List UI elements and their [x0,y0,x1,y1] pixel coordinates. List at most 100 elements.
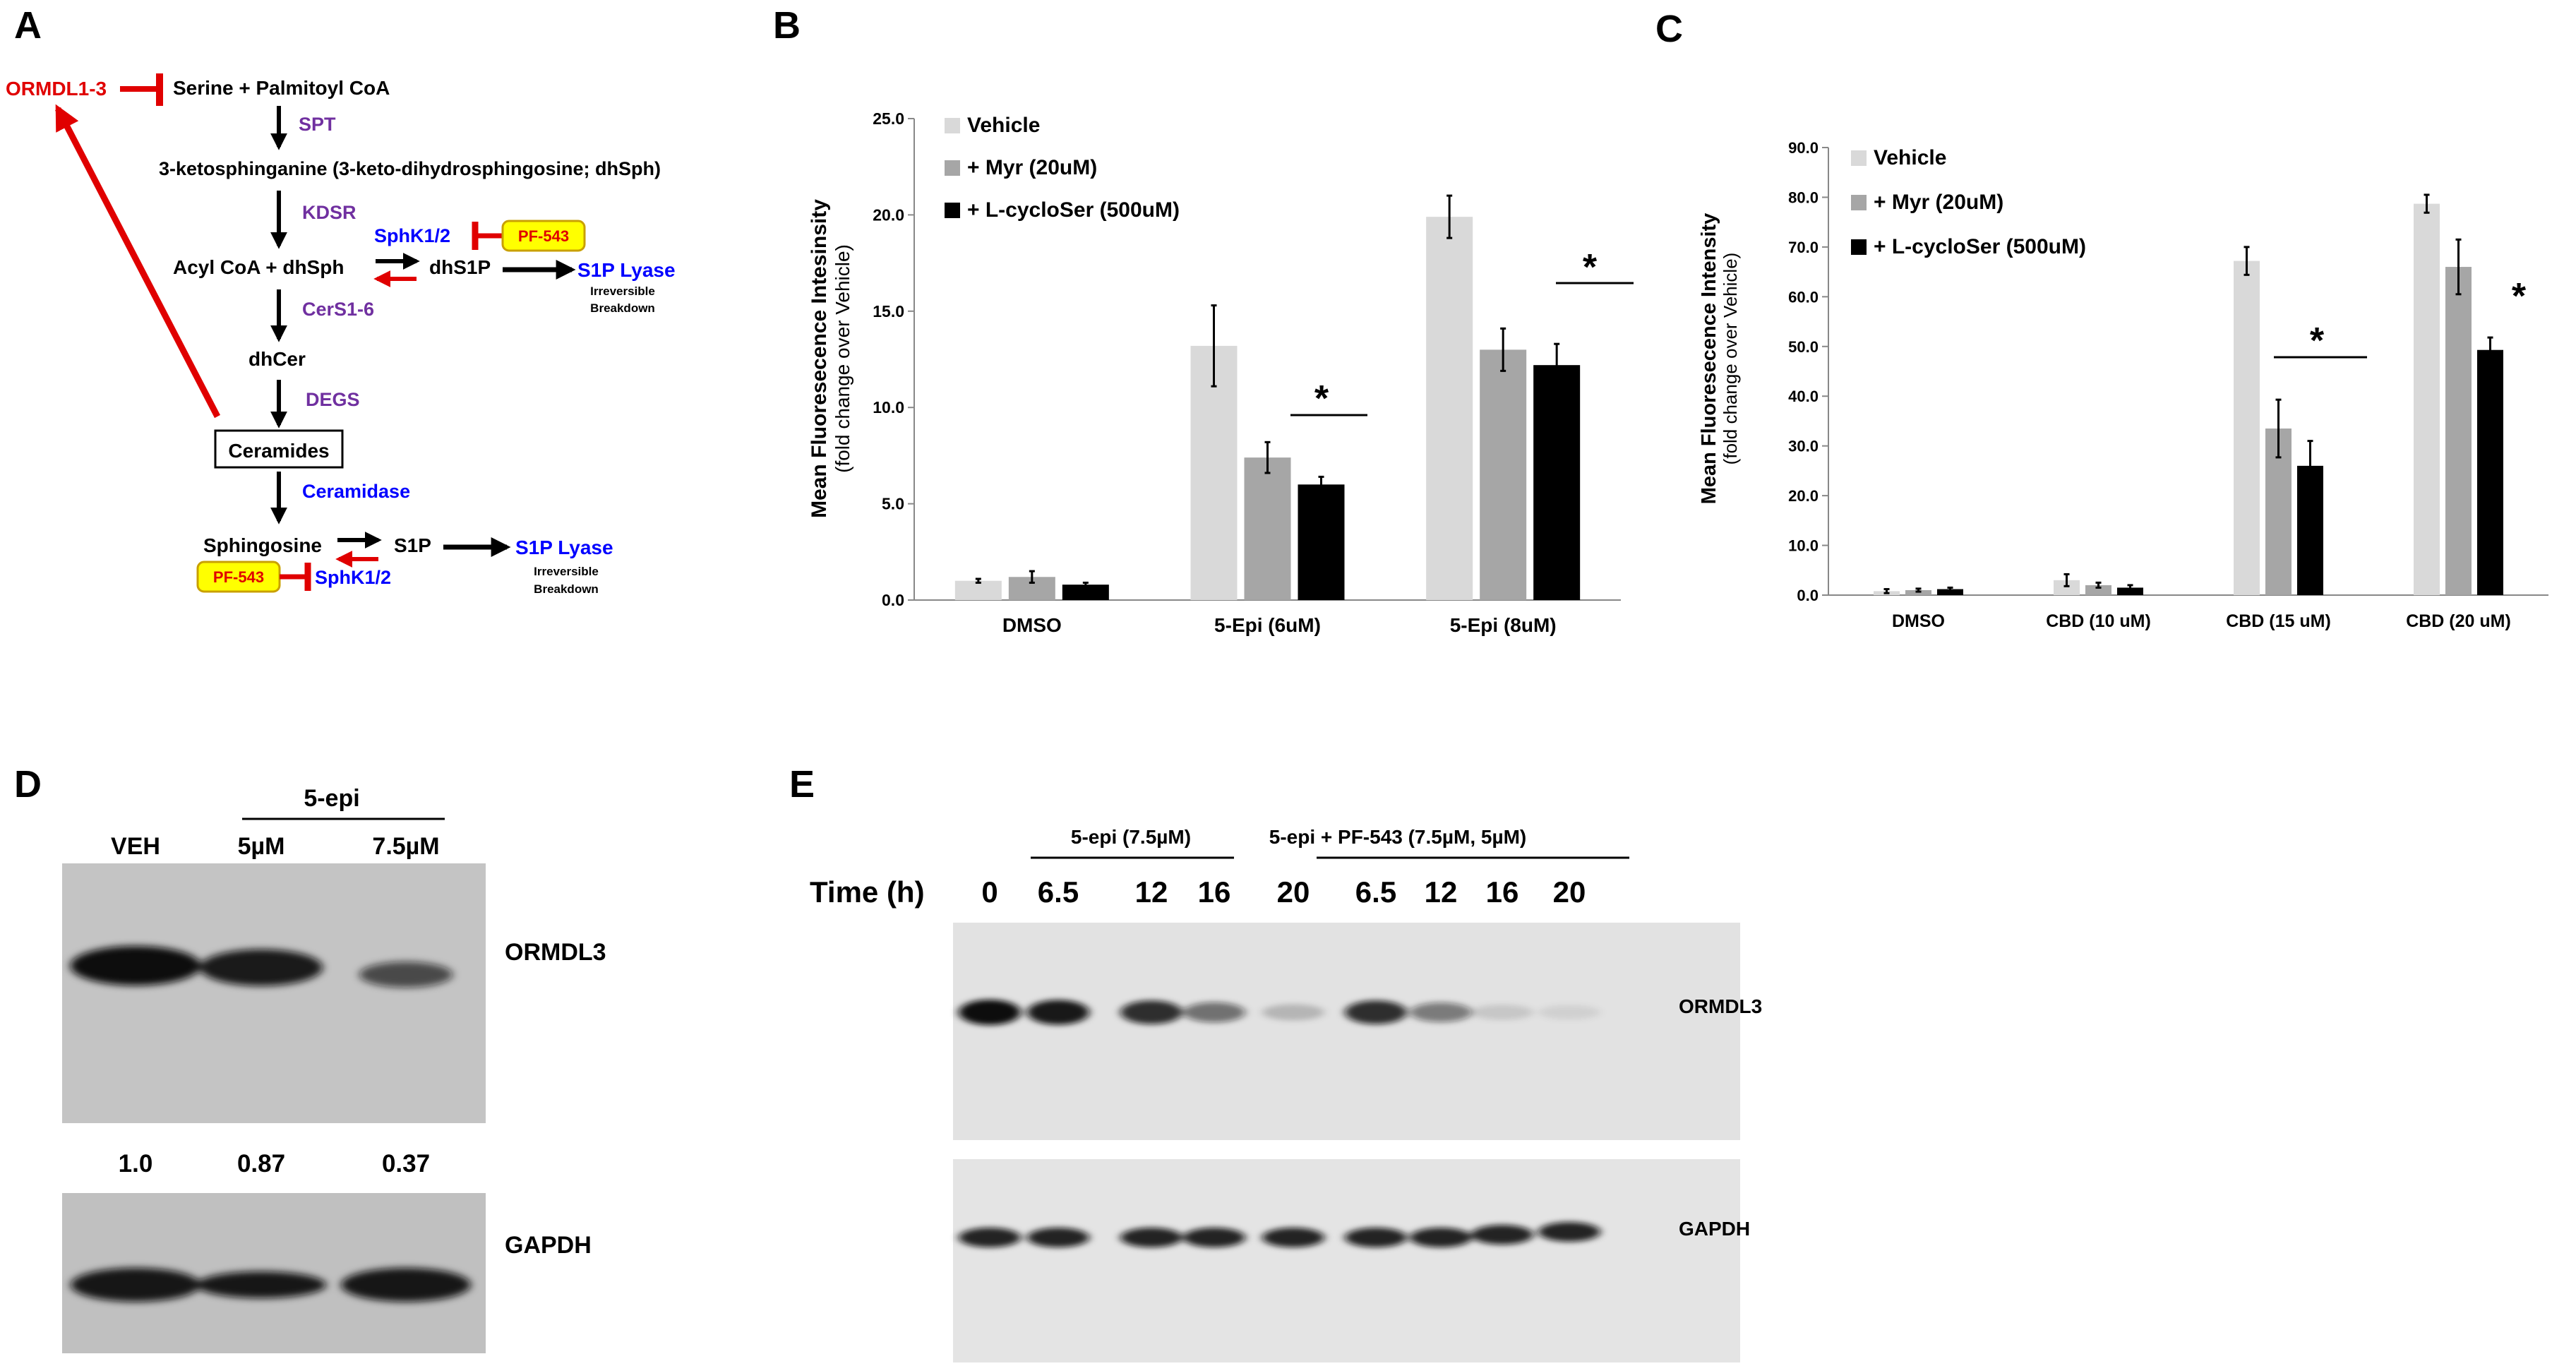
ormdl3-band [70,946,201,985]
y-tick-label: 10.0 [873,398,904,417]
bar [2234,260,2260,595]
blot-d-lane-veh: VEH [111,833,160,860]
legend-swatch [945,203,960,218]
ormdl3-band [1471,1005,1533,1020]
x-category-label: CBD (10 uM) [2046,611,2151,631]
time-point-label: 12 [1425,875,1458,909]
legend-swatch [1851,195,1867,210]
y-tick-label: 80.0 [1788,188,1819,206]
y-axis-sublabel: (fold change over Vehicle) [1720,253,1741,465]
bar [2414,203,2440,595]
legend-label: + L-cycloSer (500uM) [1874,235,2086,258]
chart-b: 0.0 5.0 10.0 15.0 20.0 25.0 DMSO 5-Epi (6uM) 5-E… [808,109,1634,636]
enzyme-ceramidase-label: Ceramidase [302,481,410,502]
ketosphinganine-label: 3-ketosphinganine (3-keto-dihydrosphingo… [159,158,661,179]
time-point-label: 16 [1198,875,1231,909]
enzyme-kdsr-label: KDSR [302,202,357,223]
significance-star: * [1583,247,1598,288]
legend-label: + Myr (20uM) [1874,191,2003,214]
time-point-label: 20 [1277,875,1310,909]
x-category-label: DMSO [1892,611,1945,631]
x-category-label: DMSO [1002,614,1062,636]
s1p-lyase-top-label: S1P Lyase [577,259,676,281]
blot-d-quant-75um: 0.37 [382,1150,430,1178]
ormdl3-band [1538,1005,1600,1020]
legend-swatch [945,118,960,133]
x-category-label: 5-Epi (8uM) [1450,614,1557,636]
blot-e-ormdl3-label: ORMDL3 [1679,995,1762,1017]
blot-e-ormdl3-membrane [953,923,1740,1140]
ormdl3-band [1345,1000,1407,1024]
pf543-top-badge [501,220,586,252]
y-axis-label: Mean Fluoresecence Intesinsity [808,199,831,518]
y-tick-label: 90.0 [1788,139,1819,157]
ceramides-label: Ceramides [228,440,329,462]
gapdh-band [1410,1228,1472,1247]
blot-d-quant-5um: 0.87 [237,1150,285,1178]
blot-e-gapdh-membrane [953,1159,1740,1362]
ormdl3-band [359,961,453,988]
gapdh-band [71,1268,200,1302]
legend-label: + Myr (20uM) [967,156,1097,179]
enzyme-spt-label: SPT [299,114,336,135]
blot-d-quant-veh: 1.0 [119,1150,153,1178]
ormdl3-band [1120,1000,1182,1024]
bar [1480,349,1527,600]
blot-e-group1-label: 5-epi (7.5µM) [1071,826,1191,848]
bar [2085,585,2111,595]
legend-label: + L-cycloSer (500uM) [967,198,1180,222]
ceramides-box [214,429,344,469]
x-category-label: 5-Epi (6uM) [1214,614,1321,636]
legend-label: Vehicle [967,114,1040,137]
y-tick-label: 0.0 [882,591,904,609]
chart-c: 0.0 10.0 20.0 30.0 40.0 50.0 60.0 70.0 80.0 90.0 D… [1698,139,2548,631]
gapdh-band [1262,1228,1324,1247]
blot-d-gapdh-label: GAPDH [505,1232,592,1259]
irreversible-top-label: Irreversible [590,284,655,298]
panel-label-e: E [789,763,815,805]
irreversible-bottom-label: Irreversible [534,565,599,578]
gapdh-band [341,1268,471,1302]
sphk-top-label: SphK1/2 [374,225,450,246]
significance-star: * [1314,378,1329,419]
y-tick-label: 5.0 [882,495,904,513]
panel-label-c: C [1655,8,1683,50]
time-point-label: 0 [981,875,998,909]
gapdh-band [1183,1228,1245,1247]
blot-e-gapdh-label: GAPDH [1679,1218,1750,1240]
y-tick-label: 10.0 [1788,537,1819,555]
breakdown-top-label: Breakdown [590,301,655,315]
acyl-dhsph-label: Acyl CoA + dhSph [173,256,344,278]
time-point-label: 12 [1135,875,1168,909]
significance-star: * [2512,276,2527,317]
gapdh-band [1027,1228,1089,1247]
enzyme-cers-label: CerS1-6 [302,299,374,320]
ormdl3-band [1183,1002,1245,1023]
panel-label-a: A [14,4,42,47]
gapdh-band [959,1228,1021,1247]
bar [1298,484,1345,600]
y-axis-sublabel: (fold change over Vehicle) [832,244,853,473]
gapdh-band [1345,1228,1407,1247]
x-category-label: CBD (20 uM) [2406,611,2511,631]
legend-swatch [1851,239,1867,255]
x-category-label: CBD (15 uM) [2226,611,2331,631]
bar [2477,349,2503,595]
time-point-label: 20 [1553,875,1586,909]
y-axis-label: Mean Fluoresecence Intensity [1698,213,1720,505]
enzyme-degs-label: DEGS [306,389,360,410]
bar [1244,457,1291,600]
pathway-diagram: ORMDL1-3 Serine + Palmitoyl CoA SPT 3-ke… [6,73,676,596]
bar [954,580,1002,600]
bar [1937,589,1963,595]
ormdl3-band [1410,1002,1472,1022]
bar [1190,345,1238,600]
gapdh-band [1120,1228,1182,1247]
y-tick-label: 60.0 [1788,288,1819,306]
y-tick-label: 20.0 [873,205,904,224]
blot-d-ormdl3-membrane [62,863,486,1123]
ormdl3-band [959,1000,1021,1025]
bar [1533,365,1581,600]
blot-e-time-label: Time (h) [810,875,925,909]
ormdl3-band [199,949,323,986]
